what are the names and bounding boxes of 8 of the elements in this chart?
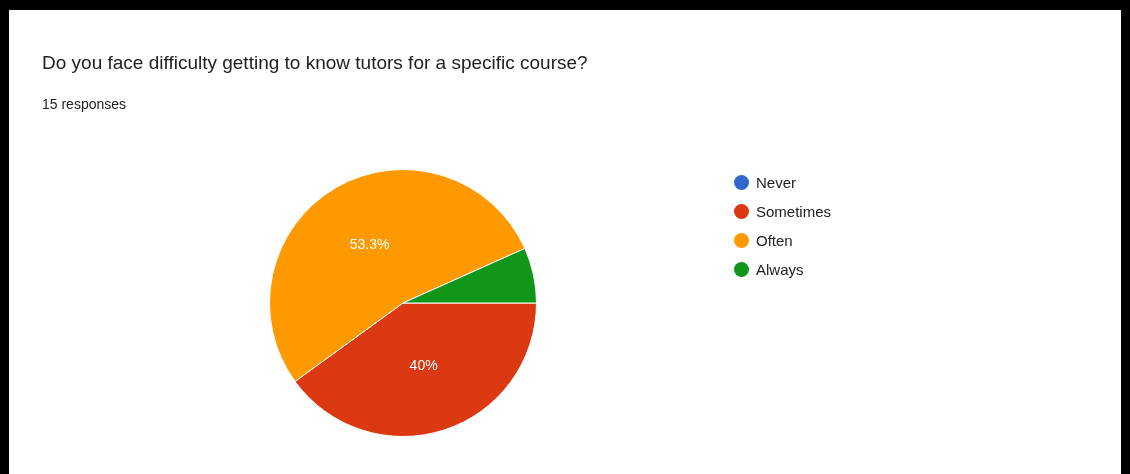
data-label: 53.3% [349, 236, 390, 253]
chart-title: Do you face difficulty getting to know tutors for a specific course? [42, 52, 588, 74]
data-label: 40% [409, 357, 438, 374]
legend-label: Sometimes [756, 203, 832, 220]
legend-label: Never [756, 174, 797, 191]
legend-label: Often [756, 232, 793, 249]
legend-label: Always [756, 261, 804, 278]
text: 15 responses [42, 96, 127, 112]
